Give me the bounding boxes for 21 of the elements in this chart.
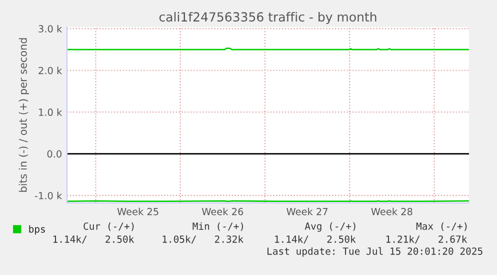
y-tick-label: 3.0 k [38, 24, 62, 32]
text: Min (-/+) [192, 222, 243, 231]
x-tick-label: Week 28 [371, 208, 412, 216]
y-tick-label: 0.0 [47, 150, 62, 158]
y-tick-label: 2.0 k [38, 66, 62, 74]
y-axis-title: bits in (-) / out (+) per second [18, 38, 29, 192]
chart-title: cali1f247563356 traffic - by month [159, 12, 376, 24]
text: 1.05k/ 2.32k [162, 235, 244, 244]
text: 1.21k/ 2.67k [386, 235, 468, 244]
text: 1.14k/ 2.50k [275, 235, 356, 244]
x-tick-label: Week 25 [117, 208, 158, 216]
legend-label: bps [29, 225, 45, 235]
x-tick-label: Week 27 [286, 208, 328, 216]
text: Max (-/+) [416, 222, 467, 231]
x-tick-label: Week 26 [202, 208, 244, 216]
text: Last update: Tue Jul 15 20:01:20 2025 [268, 247, 482, 257]
text: Cur (-/+) [84, 222, 134, 231]
text: 1.14k/ 2.50k [53, 235, 134, 244]
y-tick-label: 1.0 k [39, 108, 62, 116]
y-tick-label: -1.0 k [34, 192, 62, 200]
text: Avg (-/+) [304, 222, 356, 232]
